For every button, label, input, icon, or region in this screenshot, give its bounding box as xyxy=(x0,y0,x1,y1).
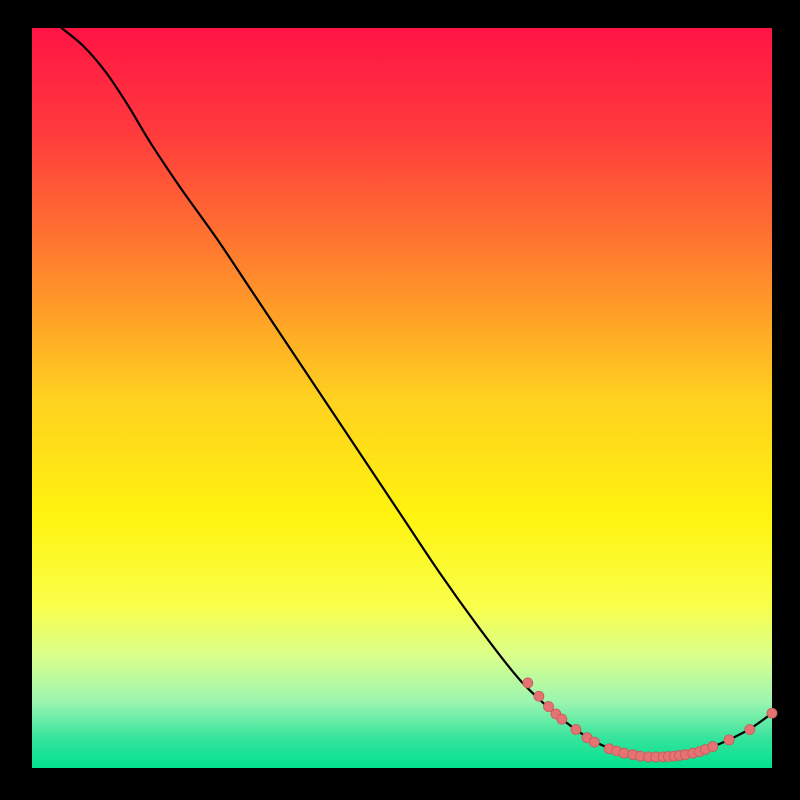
data-point xyxy=(534,691,544,701)
chart-container: TheBottleneck.com xyxy=(0,0,800,800)
data-point xyxy=(619,748,629,758)
data-point xyxy=(571,725,581,735)
data-point xyxy=(708,742,718,752)
data-point xyxy=(724,735,734,745)
plot-area xyxy=(32,28,772,768)
data-point xyxy=(589,737,599,747)
data-point xyxy=(544,702,554,712)
data-point xyxy=(767,708,777,718)
data-point xyxy=(523,678,533,688)
bottleneck-chart xyxy=(0,0,800,800)
watermark-text: TheBottleneck.com xyxy=(599,0,792,26)
data-point xyxy=(745,725,755,735)
data-point xyxy=(557,714,567,724)
